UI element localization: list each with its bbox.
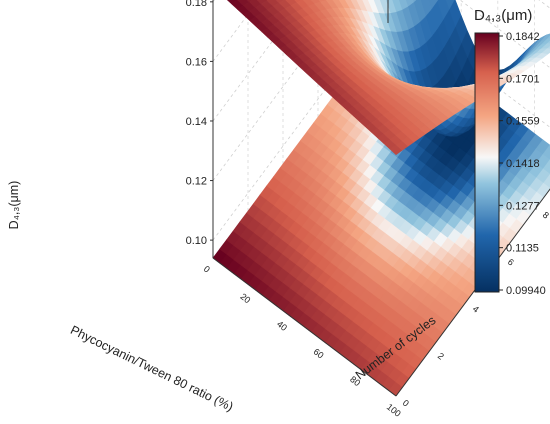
- z-axis-tick-labels: 0.10 0.12 0.14 0.16 0.18: [186, 0, 213, 247]
- colorbar-tick-label: 0.09940: [506, 285, 546, 297]
- y-tick-label: 2: [436, 351, 446, 362]
- x-tick-label: 100: [385, 402, 403, 419]
- colorbar-tick-label: 0.1559: [506, 116, 540, 128]
- y-tick-label: 8: [541, 210, 550, 221]
- y-tick-label: 0: [401, 398, 411, 409]
- z-axis-title: D₄,₃(μm): [7, 181, 21, 230]
- z-tick-label: 0.16: [186, 56, 207, 68]
- colorbar-tick-label: 0.1277: [506, 200, 540, 212]
- z-tick-label: 0.18: [186, 0, 207, 9]
- colorbar-tick-label: 0.1135: [506, 243, 539, 255]
- z-tick-label: 0.10: [186, 235, 207, 247]
- y-tick-label: 4: [471, 304, 481, 315]
- colorbar-gradient: [475, 33, 499, 292]
- x-tick-label: 0: [202, 264, 212, 275]
- colorbar-tick-label: 0.1701: [506, 73, 540, 85]
- z-tick-label: 0.12: [186, 176, 207, 188]
- y-tick-label: 6: [506, 257, 516, 268]
- x-axis-title: Phycocyanin/Tween 80 ratio (%): [68, 323, 235, 414]
- colorbar-title: D₄,₃(μm): [474, 7, 532, 24]
- colorbar-tick-label: 0.1418: [506, 158, 540, 170]
- x-tick-label: 20: [238, 291, 252, 305]
- z-tick-label: 0.14: [186, 116, 207, 128]
- x-tick-label: 40: [275, 319, 289, 333]
- colorbar-tick-label: 0.1842: [506, 31, 540, 43]
- x-tick-label: 60: [312, 346, 326, 360]
